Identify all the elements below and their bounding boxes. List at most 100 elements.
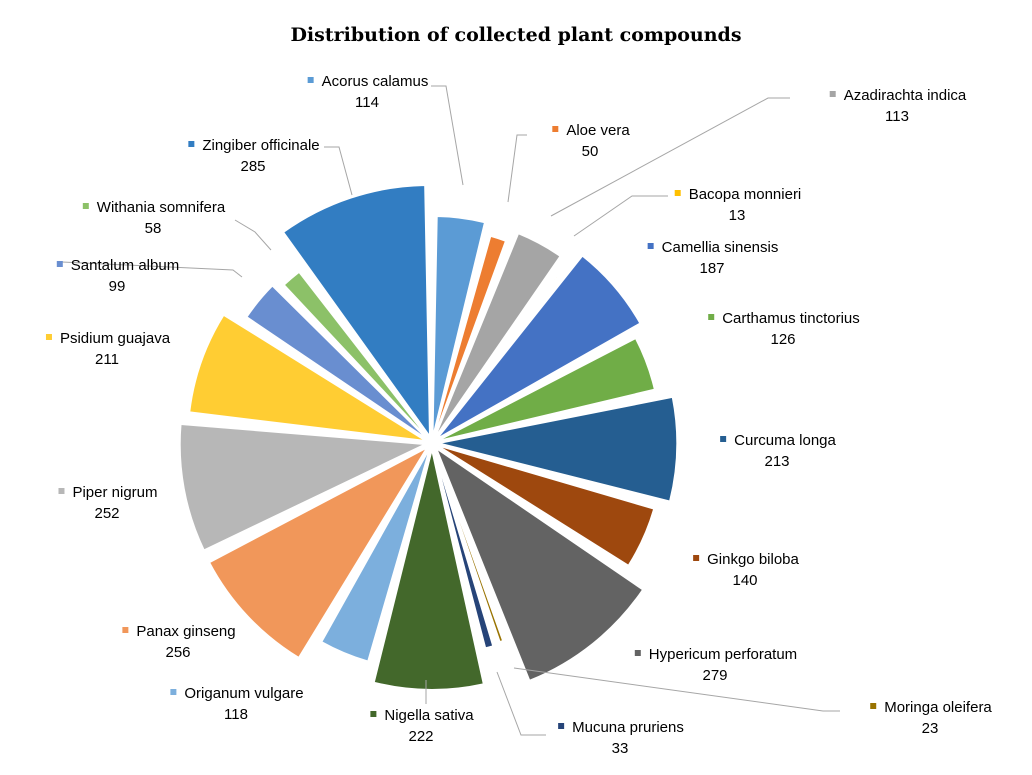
data-label-name: Zingiber officinale [202, 137, 319, 154]
legend-key-square [647, 243, 654, 249]
leader-line-azadirachta-indica [550, 97, 790, 217]
pie-slice-azadirachta-indica [435, 233, 561, 437]
data-label-value: 140 [732, 572, 757, 589]
data-label-value: 50 [582, 143, 599, 160]
data-label-psidium-guajava: Psidium guajava 211 [45, 330, 171, 368]
data-label-name: Camellia sinensis [662, 239, 779, 256]
data-label-name: Psidium guajava [60, 330, 171, 347]
leader-line-santalum-album [61, 261, 243, 278]
legend-key-square [558, 723, 565, 729]
pie-slice-bacopa-monnieri [436, 275, 559, 437]
data-label-name: Panax ginseng [136, 623, 235, 640]
pie-slice-zingiber-officinale [283, 184, 431, 438]
data-label-nigella-sativa: Nigella sativa 222 [370, 707, 474, 745]
legend-key-square [307, 77, 314, 83]
data-label-value: 113 [885, 108, 909, 125]
data-label-panax-ginseng: Panax ginseng 256 [122, 623, 236, 661]
pie-slice-piper-nigrum [179, 423, 427, 551]
data-label-name: Withania somnifera [97, 199, 226, 216]
data-label-name: Origanum vulgare [184, 685, 303, 702]
pie-slice-curcuma-longa [439, 396, 678, 502]
pie-slices [179, 184, 678, 690]
data-label-value: 285 [240, 158, 265, 175]
pie-slice-moringa-oleifera [434, 450, 504, 643]
leader-lines [61, 85, 840, 736]
data-label-value: 99 [109, 278, 126, 295]
legend-key-square [634, 650, 641, 656]
pie-slice-mucuna-pruriens [433, 450, 494, 649]
leader-line-bacopa-monnieri [573, 195, 668, 237]
pie-slice-hypericum-perforatum [435, 447, 644, 681]
data-label-hypericum-perforatum: Hypericum perforatum 279 [634, 646, 797, 684]
data-label-value: 211 [95, 351, 119, 368]
pie-slice-camellia-sinensis [437, 255, 641, 439]
data-label-name: Ginkgo biloba [707, 551, 799, 568]
pie-slice-nigella-sativa [373, 450, 484, 690]
data-label-name: Azadirachta indica [844, 87, 967, 104]
data-label-value: 13 [729, 207, 746, 224]
pie-slice-origanum-vulgare [321, 450, 430, 662]
pie-slice-panax-ginseng [209, 447, 428, 658]
data-label-value: 279 [702, 667, 727, 684]
data-label-santalum-album: Santalum album 99 [56, 257, 179, 295]
data-label-curcuma-longa: Curcuma longa 213 [720, 432, 837, 470]
legend-key-square [370, 711, 377, 717]
data-labels: Acorus calamus 114 Aloe vera 50 Azadirachta … [45, 73, 992, 757]
data-label-name: Santalum album [71, 257, 179, 274]
legend-key-square [870, 703, 877, 709]
pie-slice-carthamus-tinctorius [439, 337, 655, 441]
data-label-value: 118 [224, 706, 248, 723]
pie-slice-ginkgo-biloba [439, 445, 655, 566]
data-label-value: 256 [165, 644, 190, 661]
legend-key-square [674, 190, 681, 196]
data-label-name: Acorus calamus [322, 73, 429, 90]
leader-line-zingiber-officinale [324, 146, 353, 196]
legend-key-square [693, 555, 700, 561]
data-label-name: Piper nigrum [72, 484, 157, 501]
data-label-moringa-oleifera: Moringa oleifera 23 [870, 699, 992, 737]
data-label-ginkgo-biloba: Ginkgo biloba 140 [693, 551, 800, 589]
data-label-value: 252 [94, 505, 119, 522]
data-label-carthamus-tinctorius: Carthamus tinctorius 126 [708, 310, 860, 348]
pie-slice-aloe-vera [433, 235, 506, 436]
data-label-zingiber-officinale: Zingiber officinale 285 [188, 137, 320, 175]
data-label-value: 114 [355, 94, 379, 111]
data-label-value: 58 [145, 220, 162, 237]
data-label-aloe-vera: Aloe vera 50 [552, 122, 630, 160]
legend-key-square [58, 488, 65, 494]
pie-slice-psidium-guajava [189, 314, 425, 441]
data-label-value: 23 [922, 720, 939, 737]
data-label-name: Carthamus tinctorius [722, 310, 860, 327]
legend-key-square [56, 261, 63, 267]
legend-key-square [122, 627, 129, 633]
data-label-name: Mucuna pruriens [572, 719, 684, 736]
pie-slice-withania-somnifera [283, 271, 428, 438]
data-label-name: Curcuma longa [734, 432, 836, 449]
data-label-acorus-calamus: Acorus calamus 114 [307, 73, 429, 111]
data-label-value: 222 [408, 728, 433, 745]
data-label-value: 213 [764, 453, 789, 470]
legend-key-square [45, 334, 52, 340]
data-label-name: Moringa oleifera [884, 699, 992, 716]
data-label-bacopa-monnieri: Bacopa monnieri 13 [674, 186, 802, 224]
data-label-value: 126 [770, 331, 795, 348]
data-label-withania-somnifera: Withania somnifera 58 [82, 199, 226, 237]
legend-key-square [708, 314, 715, 320]
data-label-name: Bacopa monnieri [689, 186, 802, 203]
data-label-piper-nigrum: Piper nigrum 252 [58, 484, 158, 522]
data-label-name: Aloe vera [566, 122, 630, 139]
legend-key-square [829, 91, 836, 97]
leader-line-withania-somnifera [234, 219, 272, 251]
data-label-origanum-vulgare: Origanum vulgare 118 [170, 685, 304, 723]
leader-line-mucuna-pruriens [496, 671, 546, 736]
chart-title: Distribution of collected plant compound… [290, 24, 741, 46]
data-label-value: 187 [699, 260, 724, 277]
legend-key-square [552, 126, 559, 132]
data-label-mucuna-pruriens: Mucuna pruriens 33 [558, 719, 684, 757]
data-label-azadirachta-indica: Azadirachta indica 113 [829, 87, 967, 125]
data-label-name: Hypericum perforatum [649, 646, 797, 663]
data-label-camellia-sinensis: Camellia sinensis 187 [647, 239, 779, 277]
legend-key-square [188, 141, 195, 147]
